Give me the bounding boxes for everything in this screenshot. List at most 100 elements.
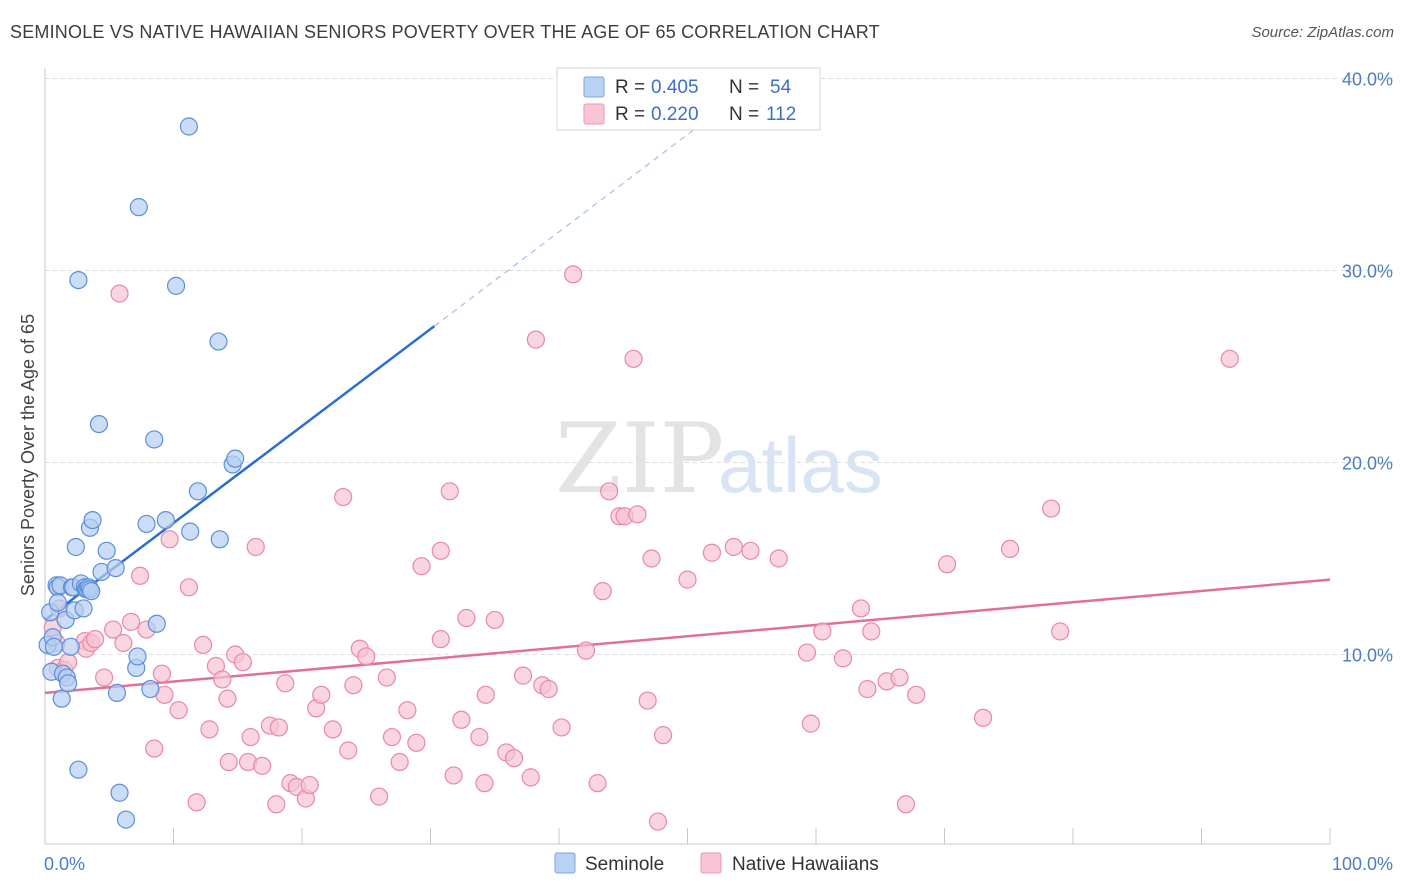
bottom-legend-swatch-hawaiian: [700, 852, 722, 874]
points-layer: [38, 117, 1239, 831]
legend-n-label: N =: [729, 104, 759, 125]
hawaiian-point: [628, 505, 647, 524]
hawaiian-point: [702, 543, 722, 562]
y-tick-label: 10.0%: [1342, 646, 1393, 666]
hawaiian-point: [104, 620, 123, 639]
hawaiian-point: [769, 549, 788, 568]
seminole-point: [82, 582, 101, 601]
series-legend: Seminole Native Hawaiians: [554, 852, 879, 875]
hawaiian-point: [504, 749, 524, 768]
hawaiian-point: [213, 670, 232, 689]
legend-swatch-hawaiian: [583, 103, 605, 125]
hawaiian-point: [160, 530, 179, 549]
seminole-point: [147, 614, 166, 633]
hawaiian-point: [862, 622, 881, 641]
hawaiian-point: [1220, 349, 1239, 368]
y-axis-label: Seniors Poverty Over the Age of 65: [18, 314, 38, 596]
seminole-point: [59, 674, 78, 693]
hawaiian-point: [246, 537, 265, 557]
hawaiian-point: [130, 566, 150, 585]
hawaiian-point: [431, 541, 450, 560]
hawaiian-point: [179, 578, 199, 597]
hawaiian-point: [797, 643, 817, 662]
seminole-point: [89, 415, 109, 434]
seminole-point: [48, 593, 67, 612]
hawaiian-point: [110, 284, 129, 303]
watermark: ZIP atlas: [555, 403, 883, 515]
hawaiian-point: [896, 795, 916, 814]
hawaiian-point: [741, 541, 760, 560]
legend-n-seminole: 54: [770, 77, 792, 98]
hawaiian-point: [452, 710, 471, 729]
x-tick-label: 0.0%: [44, 854, 85, 874]
seminole-point: [226, 449, 245, 468]
hawaiian-point: [95, 668, 114, 687]
hawaiian-point: [218, 689, 237, 708]
seminole-point: [129, 198, 148, 217]
hawaiian-point: [593, 582, 612, 601]
hawaiian-point: [339, 741, 358, 760]
hawaiian-point: [1042, 499, 1061, 518]
hawaiian-point: [377, 668, 396, 687]
hawaiian-point: [241, 727, 260, 747]
seminole-point: [156, 510, 175, 530]
hawaiian-point: [624, 349, 643, 368]
hawaiian-point: [475, 774, 494, 793]
hawaiian-point: [300, 775, 319, 795]
hawaiian-point: [476, 685, 495, 704]
hawaiian-point: [801, 714, 820, 733]
axes-layer: 0.0% 100.0%: [44, 68, 1393, 874]
hawaiian-point: [485, 610, 504, 630]
hawaiian-point: [678, 570, 697, 589]
trend-layer: [44, 108, 1331, 695]
watermark-zip: ZIP: [555, 403, 724, 515]
seminole-point: [209, 332, 228, 351]
seminole-point: [110, 783, 129, 802]
seminole-point: [83, 510, 102, 530]
hawaiian-point: [412, 557, 431, 576]
hawaiian-point: [552, 718, 571, 737]
y-tick-label: 40.0%: [1342, 70, 1393, 90]
seminole-point: [74, 599, 93, 618]
hawaiian-point: [145, 739, 164, 758]
hawaiian-point: [648, 812, 668, 831]
hawaiian-point: [431, 630, 450, 649]
seminole-point: [179, 117, 199, 136]
chart-title: SEMINOLE VS NATIVE HAWAIIAN SENIORS POVE…: [10, 22, 880, 42]
hawaiian-point: [312, 685, 331, 704]
hawaiian-point: [121, 612, 141, 631]
hawaiian-point: [269, 718, 288, 737]
seminole-point: [210, 530, 229, 549]
hawaiian-trendline: [44, 578, 1331, 695]
hawaiian-point: [907, 685, 926, 704]
seminole-point: [145, 430, 164, 449]
hawaiian-point: [851, 599, 871, 618]
hawaiian-point: [344, 676, 363, 695]
legend-swatch-seminole: [583, 76, 605, 98]
seminole-point: [128, 647, 147, 666]
hawaiian-point: [440, 482, 459, 501]
hawaiian-point: [334, 487, 353, 507]
legend-r-label: R =: [615, 77, 645, 98]
bottom-legend-hawaiian: Native Hawaiians: [732, 854, 879, 875]
hawaiian-point: [526, 330, 545, 349]
hawaiian-point: [370, 787, 389, 806]
hawaiian-point: [642, 549, 661, 568]
seminole-point: [61, 637, 80, 656]
seminole-point: [69, 271, 88, 290]
bottom-legend-swatch-seminole: [554, 852, 576, 874]
hawaiian-point: [86, 630, 105, 649]
hawaiian-point: [457, 608, 476, 628]
x-tick-label: 100.0%: [1332, 854, 1393, 874]
hawaiian-point: [407, 733, 426, 752]
bottom-legend-seminole: Seminole: [585, 854, 664, 875]
hawaiian-point: [600, 482, 619, 501]
source-note: Source: ZipAtlas.com: [1251, 24, 1394, 41]
seminole-point: [52, 689, 71, 708]
hawaiian-point: [267, 795, 286, 814]
hawaiian-point: [323, 720, 342, 739]
hawaiian-point: [513, 666, 533, 685]
legend-r-hawaiian: 0.220: [651, 104, 699, 125]
legend-r-label: R =: [615, 104, 645, 125]
hawaiian-point: [169, 701, 188, 720]
